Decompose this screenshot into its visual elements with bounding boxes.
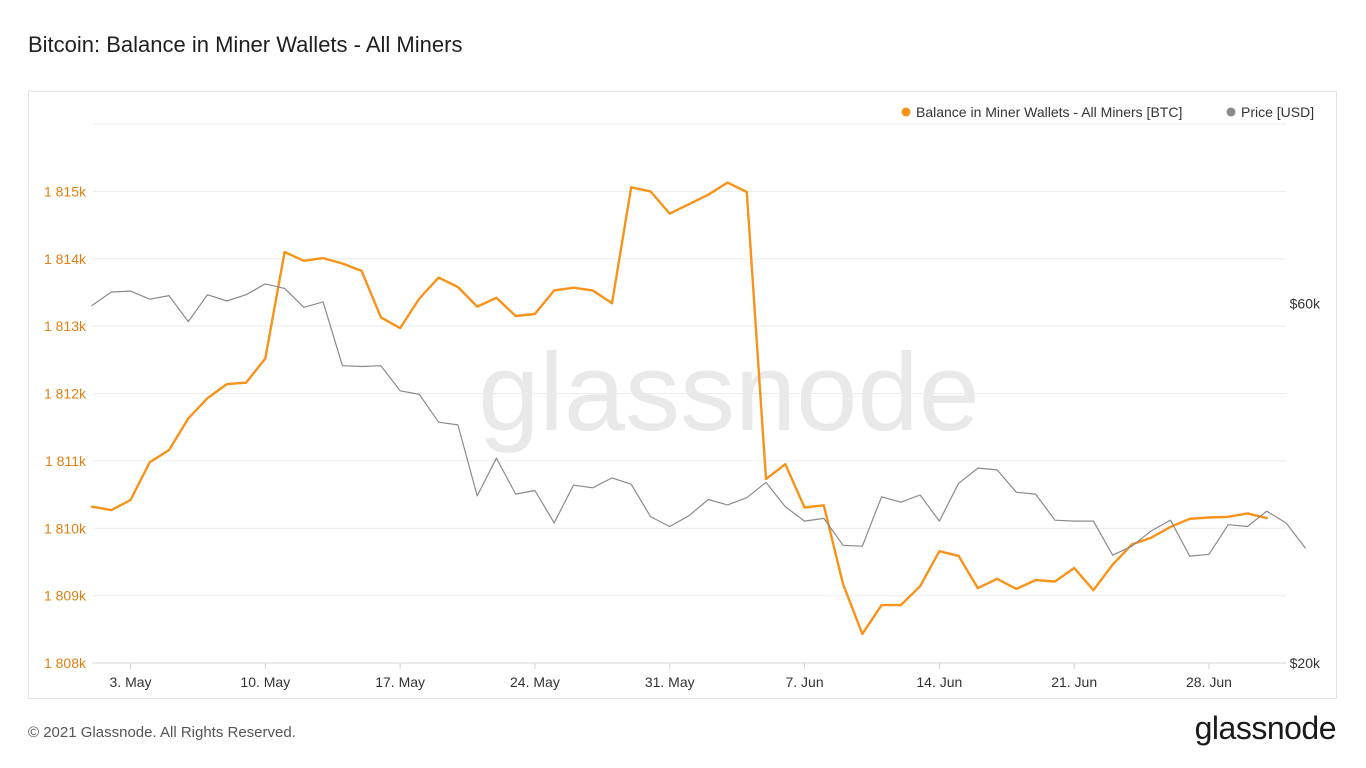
legend-label-price: Price [USD] bbox=[1241, 104, 1314, 120]
legend-marker-price bbox=[1226, 107, 1236, 117]
chart-panel bbox=[28, 91, 1337, 699]
x-tick-label: 10. May bbox=[240, 674, 290, 690]
y-left-tick-label: 1 811k bbox=[45, 453, 87, 469]
y-right-tick-label: $60k bbox=[1290, 296, 1321, 312]
watermark-text: glassnode bbox=[478, 331, 980, 454]
y-left-tick-label: 1 815k bbox=[44, 183, 87, 199]
x-tick-label: 7. Jun bbox=[785, 674, 823, 690]
x-tick-label: 3. May bbox=[110, 674, 152, 690]
x-tick-label: 24. May bbox=[510, 674, 560, 690]
price-series-line bbox=[91, 283, 1306, 557]
y-left-tick-label: 1 814k bbox=[44, 251, 87, 267]
legend-marker-balance bbox=[901, 107, 911, 117]
x-tick-label: 21. Jun bbox=[1051, 674, 1097, 690]
chart-title: Bitcoin: Balance in Miner Wallets - All … bbox=[28, 32, 463, 57]
copyright-footer: © 2021 Glassnode. All Rights Reserved. bbox=[28, 724, 296, 741]
x-tick-label: 17. May bbox=[375, 674, 425, 690]
x-tick-label: 31. May bbox=[645, 674, 695, 690]
y-left-tick-label: 1 808k bbox=[44, 655, 87, 671]
y-left-tick-label: 1 810k bbox=[44, 520, 87, 536]
y-left-tick-label: 1 809k bbox=[44, 588, 87, 604]
x-tick-label: 14. Jun bbox=[916, 674, 962, 690]
legend-label-balance: Balance in Miner Wallets - All Miners [B… bbox=[916, 104, 1182, 120]
glassnode-logo[interactable]: glassnode bbox=[1194, 710, 1337, 746]
x-tick-label: 28. Jun bbox=[1186, 674, 1232, 690]
y-left-tick-label: 1 812k bbox=[44, 386, 87, 402]
balance-series-line bbox=[90, 181, 1268, 636]
y-right-tick-label: $20k bbox=[1290, 655, 1321, 671]
y-left-tick-label: 1 813k bbox=[44, 318, 87, 334]
